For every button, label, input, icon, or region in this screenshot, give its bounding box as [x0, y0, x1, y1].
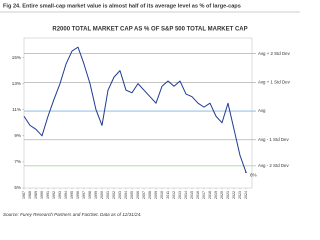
reference-label: Avg - 1 Std Dev — [258, 137, 289, 142]
chart: Fig 24. Entire small-cap market value is… — [0, 3, 300, 217]
x-tick-label: 1992 — [52, 191, 56, 199]
x-tick-label: 2017 — [202, 191, 206, 199]
x-tick-label: 1997 — [82, 191, 86, 199]
annotation-label: 6% — [250, 173, 257, 178]
x-tick-label: 2015 — [190, 191, 194, 199]
x-tick-label: 2004 — [124, 191, 128, 199]
x-tick-label: 1993 — [58, 191, 62, 199]
reference-label: Avg + 2 Std Dev — [258, 51, 291, 56]
y-tick-label: 7% — [14, 159, 21, 164]
y-tick-label: 9% — [14, 133, 21, 138]
x-tick-label: 2021 — [226, 191, 230, 199]
y-tick-label: 13% — [12, 81, 21, 86]
x-tick-label: 2016 — [196, 191, 200, 199]
x-tick-label: 2000 — [100, 191, 104, 199]
source: Source: Furey Research Partners and Fact… — [3, 212, 141, 217]
x-tick-label: 1989 — [34, 191, 38, 199]
x-tick-label: 2002 — [112, 191, 116, 199]
x-tick-label: 2022 — [232, 191, 236, 199]
annotation-point — [245, 171, 247, 174]
x-tick-label: 1995 — [70, 191, 74, 199]
x-tick-label: 1996 — [76, 191, 80, 199]
x-tick-label: 2007 — [142, 191, 146, 199]
x-tick-label: 2013 — [178, 191, 182, 199]
x-tick-label: 1998 — [88, 191, 92, 199]
x-tick-label: 2023 — [238, 191, 242, 199]
reference-label: Avg - 2 Std Dev — [258, 163, 289, 168]
x-tick-label: 1990 — [40, 191, 44, 199]
x-tick-label: 1987 — [22, 191, 26, 199]
x-tick-label: 2005 — [130, 191, 134, 199]
x-tick-label: 2011 — [166, 191, 170, 199]
reference-label: Avg + 1 Std Dev — [258, 80, 291, 85]
chart-title: R2000 TOTAL MARKET CAP AS % OF S&P 500 T… — [52, 27, 247, 33]
x-tick-label: 1988 — [28, 191, 32, 199]
y-tick-label: 15% — [12, 55, 21, 60]
x-tick-label: 2001 — [106, 191, 110, 199]
x-tick-label: 1994 — [64, 191, 68, 199]
reference-label: Avg — [258, 108, 266, 113]
y-tick-label: 11% — [12, 107, 21, 112]
x-tick-label: 2024 — [244, 191, 248, 199]
x-tick-label: 2008 — [148, 191, 152, 199]
x-tick-label: 2020 — [220, 191, 224, 199]
x-tick-label: 2010 — [160, 191, 164, 199]
x-tick-label: 2012 — [172, 191, 176, 199]
x-tick-label: 2003 — [118, 191, 122, 199]
x-tick-label: 2018 — [208, 191, 212, 199]
x-tick-label: 2006 — [136, 191, 140, 199]
x-tick-label: 2014 — [184, 191, 188, 199]
x-tick-label: 1999 — [94, 191, 98, 199]
y-tick-label: 5% — [14, 185, 21, 190]
x-tick-label: 2019 — [214, 191, 218, 199]
figure-caption: Fig 24. Entire small-cap market value is… — [3, 3, 241, 9]
x-tick-label: 2009 — [154, 191, 158, 199]
series-line — [23, 46, 247, 173]
x-tick-label: 1991 — [46, 191, 50, 199]
